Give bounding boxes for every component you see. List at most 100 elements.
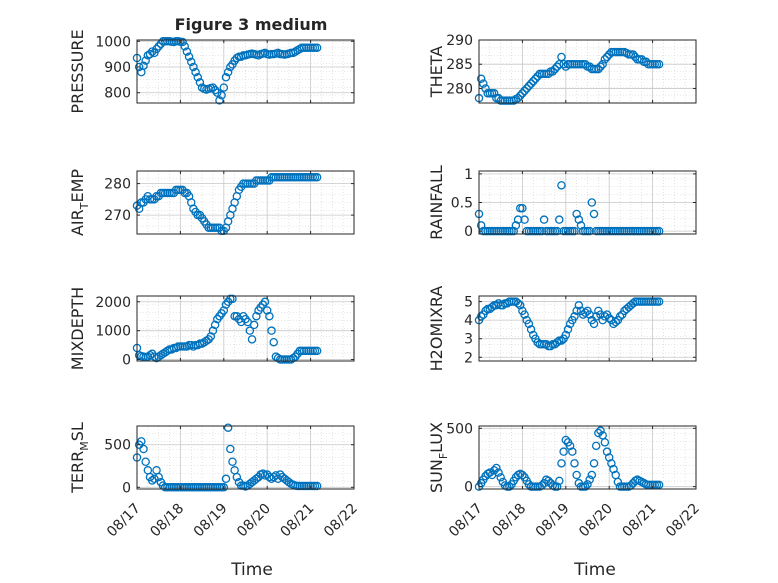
subplot-air_temp: 270 280 AIRTEMP — [68, 169, 355, 236]
data-point — [557, 459, 566, 468]
data-point — [154, 352, 163, 361]
y-tick-label: 500 — [446, 421, 473, 437]
y-tick-label: 270 — [104, 208, 131, 224]
data-point — [226, 62, 235, 72]
data-point — [312, 481, 322, 491]
data-point — [189, 62, 198, 72]
data-point — [555, 476, 564, 486]
data-point — [570, 226, 579, 236]
data-point — [284, 477, 294, 487]
y-tick-label: 800 — [104, 86, 131, 102]
data-point — [213, 88, 222, 97]
data-point — [559, 59, 568, 69]
data-point — [479, 79, 488, 88]
data-point — [206, 332, 216, 341]
data-point — [265, 311, 274, 321]
data-point — [628, 50, 638, 59]
data-point — [186, 57, 196, 67]
data-point — [273, 474, 283, 484]
axes-box — [478, 39, 697, 104]
data-point — [589, 459, 599, 468]
y-tick-label: 0 — [122, 353, 131, 369]
x-tick-label: 08/17 — [104, 501, 144, 541]
y-tick-label: 0.5 — [451, 196, 473, 212]
data-point — [602, 447, 612, 456]
data-point — [563, 325, 573, 334]
data-point — [267, 326, 276, 335]
data-point — [262, 306, 272, 315]
y-tick-label: 3 — [464, 332, 473, 348]
data-point — [252, 311, 261, 321]
y-tick-label: 1 — [464, 167, 473, 183]
data-point — [546, 341, 555, 351]
data-point — [228, 294, 237, 304]
data-point — [137, 437, 146, 446]
y-tick-label: 1000 — [95, 34, 131, 50]
data-point — [232, 472, 242, 482]
data-point — [561, 435, 571, 445]
data-point — [555, 215, 564, 224]
data-point — [591, 441, 601, 451]
data-point — [598, 59, 607, 69]
data-point — [518, 89, 527, 98]
x-tick-label: 08/20 — [576, 501, 616, 541]
data-point — [568, 447, 577, 456]
y-axis-label: RAINFALL — [427, 165, 446, 240]
subplot-sun_flux: 0 500 08/17 08/18 08/19 08/20 08/21 08/22 SUNFLU… — [427, 421, 703, 540]
data-point — [515, 301, 525, 310]
x-tick-label: 08/19 — [533, 501, 573, 541]
data-point — [509, 96, 518, 105]
data-point — [513, 299, 523, 308]
data-point — [269, 337, 278, 347]
data-point — [208, 83, 218, 92]
data-point — [286, 355, 296, 364]
y-axis-label: H2OMIXRA — [427, 286, 446, 372]
data-point — [191, 67, 200, 77]
data-point — [275, 470, 285, 479]
data-point — [524, 81, 534, 91]
data-point — [550, 64, 560, 74]
data-point — [522, 84, 531, 93]
y-tick-label: 290 — [446, 33, 473, 49]
data-point — [600, 438, 610, 447]
subplot-rainfall: 0 0.5 1 RAINFALL — [427, 165, 697, 240]
data-point — [581, 308, 590, 317]
data-point — [604, 453, 614, 462]
data-point — [570, 312, 579, 321]
data-point — [600, 312, 610, 321]
data-point — [607, 459, 616, 468]
y-tick-label: 4 — [464, 313, 473, 329]
data-point — [524, 319, 534, 329]
data-point — [520, 86, 529, 96]
data-point — [487, 302, 497, 312]
y-tick-label: 500 — [104, 438, 131, 454]
y-tick-label: 1000 — [95, 324, 131, 340]
data-point — [197, 339, 207, 348]
x-label-right: Time — [573, 560, 616, 580]
data-point — [223, 67, 233, 77]
data-point — [489, 89, 499, 98]
data-point — [589, 209, 599, 219]
data-point — [134, 62, 144, 72]
data-point — [552, 226, 562, 236]
data-point — [492, 463, 501, 473]
data-point — [591, 312, 601, 321]
data-point — [611, 317, 620, 327]
data-point — [572, 209, 581, 219]
data-point — [141, 56, 150, 65]
data-point — [544, 476, 553, 486]
data-point — [557, 181, 566, 190]
data-point — [182, 47, 192, 56]
x-tick-label: 08/18 — [147, 501, 187, 541]
data-point — [594, 428, 603, 438]
data-point — [596, 426, 605, 435]
data-point — [312, 173, 322, 182]
subplot-pressure: 800 900 1000 PRESSURE — [68, 29, 355, 114]
axes-box — [136, 39, 355, 104]
data-point — [228, 457, 237, 467]
data-point — [152, 44, 161, 54]
x-tick-label: 08/19 — [191, 501, 231, 541]
data-point — [219, 483, 229, 492]
data-point — [613, 477, 623, 487]
